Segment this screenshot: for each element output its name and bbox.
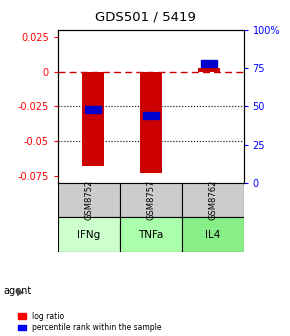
Bar: [120, 183, 182, 217]
Text: IFNg: IFNg: [77, 230, 101, 240]
Text: GSM8762: GSM8762: [208, 180, 217, 220]
Text: ▶: ▶: [17, 286, 25, 296]
Bar: [142, 112, 159, 119]
Bar: [58, 217, 120, 252]
Bar: [198, 68, 220, 72]
Legend: log ratio, percentile rank within the sample: log ratio, percentile rank within the sa…: [18, 312, 162, 332]
Bar: [140, 72, 162, 173]
Bar: [58, 183, 120, 217]
Bar: [82, 72, 104, 166]
Bar: [200, 60, 217, 67]
Bar: [182, 217, 244, 252]
Bar: [85, 106, 101, 113]
Text: GSM8757: GSM8757: [146, 180, 155, 220]
Text: TNFa: TNFa: [138, 230, 164, 240]
Text: IL4: IL4: [205, 230, 220, 240]
Bar: [182, 183, 244, 217]
Text: GSM8752: GSM8752: [84, 180, 93, 220]
Text: GDS501 / 5419: GDS501 / 5419: [95, 10, 195, 24]
Bar: [120, 217, 182, 252]
Text: agent: agent: [3, 286, 31, 296]
